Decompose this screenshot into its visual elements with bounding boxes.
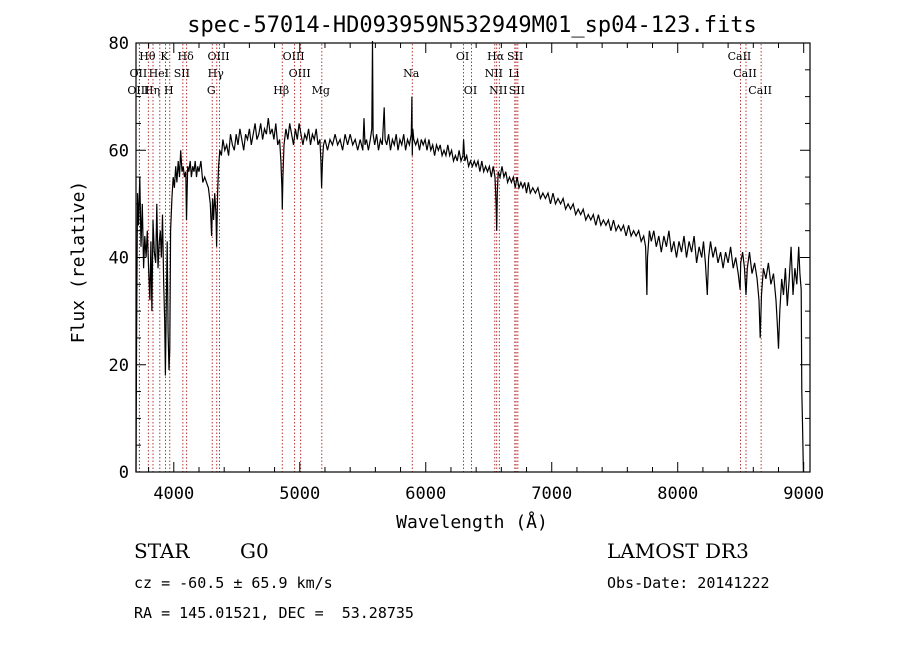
spectrum-line: [135, 40, 804, 473]
spectral-line-label: Hγ: [208, 67, 225, 80]
spectral-line-label: CaII: [733, 67, 757, 80]
x-tick-label: 7000: [531, 484, 572, 504]
y-tick-label: 0: [119, 463, 129, 483]
spectral-line-label: OI: [456, 50, 469, 63]
spectral-line-label: CaII: [728, 50, 752, 63]
y-tick-label: 60: [109, 141, 129, 161]
spectral-line-label: SII: [174, 67, 190, 80]
observation-date: Obs-Date: 20141222: [607, 574, 770, 592]
spectral-line-label: H: [164, 84, 174, 97]
spectral-line-label: OIII: [283, 50, 305, 63]
x-axis-label: Wavelength (Å): [396, 511, 548, 533]
y-axis-label: Flux (relative): [68, 181, 89, 344]
redshift-cz: cz = -60.5 ± 65.9 km/s: [134, 574, 333, 592]
y-tick-label: 40: [109, 249, 129, 269]
spectral-line-label: OIII: [127, 84, 149, 97]
spectral-line-label: G: [207, 84, 216, 97]
spectral-line-label: OII: [130, 67, 148, 80]
y-tick-label: 20: [109, 356, 129, 376]
object-class: STAR: [134, 539, 190, 563]
spectral-line-label: OI: [464, 84, 477, 97]
spectral-line-label: K: [160, 50, 169, 63]
object-subclass: G0: [240, 539, 269, 563]
spectral-line-label: Hη: [144, 84, 160, 97]
spectral-line-label: NII: [489, 84, 507, 97]
spectral-line-label: Hδ: [178, 50, 195, 63]
spectral-line-label: SII: [509, 84, 525, 97]
spectral-line-label: Hα: [487, 50, 505, 63]
x-tick-label: 6000: [405, 484, 446, 504]
survey-name: LAMOST DR3: [607, 539, 749, 563]
x-tick-label: 8000: [657, 484, 698, 504]
spectral-line-label: SII: [507, 50, 523, 63]
spectral-line-label: Na: [403, 67, 420, 80]
chart-title: spec-57014-HD093959N532949M01_sp04-123.f…: [187, 13, 757, 38]
axis-ticks: [136, 42, 810, 473]
spectral-line-label: HeI: [149, 67, 169, 80]
spectral-line-label: Mg: [312, 84, 330, 97]
axis-tick-labels: 4000 5000 6000 7000 8000 9000 0 20 40 60 80: [109, 34, 825, 504]
x-tick-label: 9000: [783, 484, 824, 504]
y-tick-label: 80: [109, 34, 129, 54]
x-tick-label: 4000: [153, 484, 194, 504]
spectral-line-label: Hθ: [139, 50, 156, 63]
x-tick-label: 5000: [279, 484, 320, 504]
spectral-line-label: OIII: [207, 50, 229, 63]
spectral-line-markers: [138, 44, 762, 472]
spectral-line-label: NII: [485, 67, 503, 80]
spectral-line-label: CaII: [748, 84, 772, 97]
spectral-line-label: Hβ: [273, 84, 289, 97]
spectral-line-label: Li: [508, 67, 519, 80]
spectral-line-label: OIII: [289, 67, 311, 80]
coordinates: RA = 145.01521, DEC = 53.28735: [134, 604, 414, 622]
